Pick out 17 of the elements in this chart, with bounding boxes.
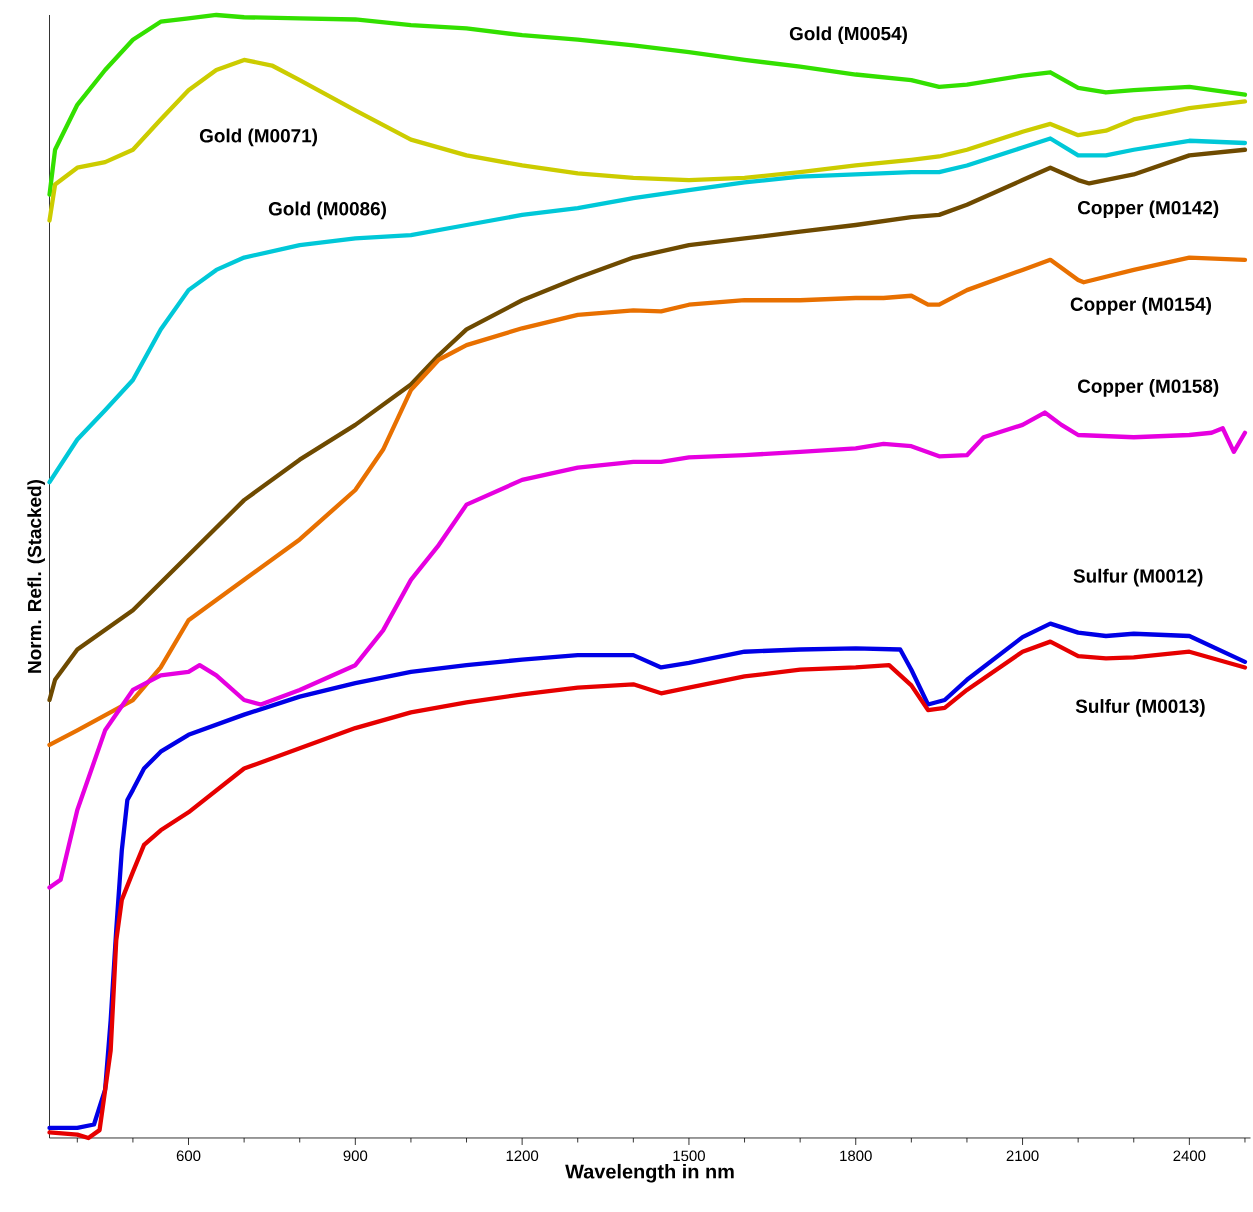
x-tick-label: 900 [343, 1150, 368, 1162]
series-label: Gold (M0086) [268, 201, 386, 220]
x-tick-label: 1800 [840, 1150, 872, 1162]
series-label: Copper (M0158) [1078, 379, 1219, 397]
x-axis-title: Wavelength in nm [565, 1163, 734, 1183]
text: Sulfur (M0013) [1075, 699, 1205, 717]
x-tick-label: 1200 [506, 1150, 539, 1162]
series-label: Copper (M0142) [1078, 200, 1219, 219]
series-label: Gold (M0071) [199, 128, 318, 147]
y-axis-title: Norm. Refl. (Stacked) [27, 479, 45, 673]
x-tick-label: 600 [176, 1150, 201, 1162]
x-tick-label: 2100 [1006, 1150, 1039, 1162]
series-label: Gold (M0054) [789, 26, 907, 45]
x-tick-label: 2400 [1173, 1150, 1206, 1162]
text: Sulfur (M0012) [1073, 568, 1203, 587]
series-label: Copper (M0154) [1070, 297, 1212, 315]
x-tick-label: 1500 [673, 1150, 705, 1162]
